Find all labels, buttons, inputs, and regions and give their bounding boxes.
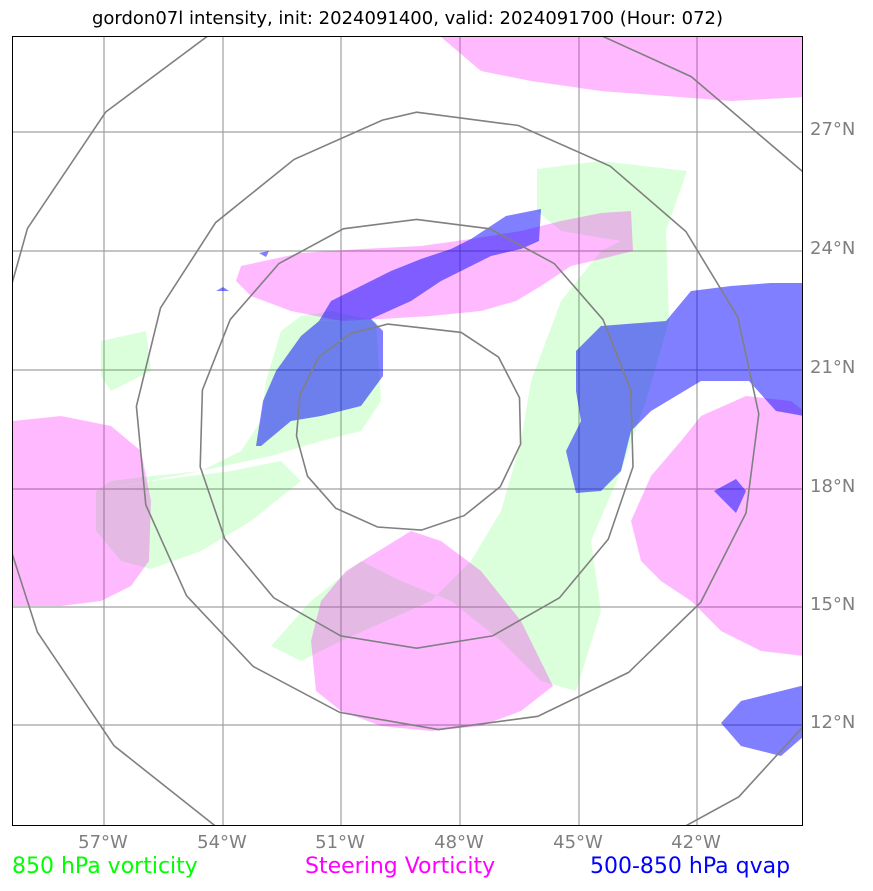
lon-label-45w: 45°W [553, 832, 603, 853]
lon-label-51w: 51°W [315, 832, 365, 853]
lat-label-12n: 12°N [810, 712, 856, 733]
lat-label-24n: 24°N [810, 238, 856, 259]
lon-label-42w: 42°W [671, 832, 721, 853]
lon-label-48w: 48°W [434, 832, 484, 853]
range-rings [13, 37, 802, 825]
map-panel [12, 36, 803, 826]
legend-vorticity-850: 850 hPa vorticity [12, 854, 198, 879]
legend-steering-vorticity: Steering Vorticity [305, 854, 496, 879]
lon-label-54w: 54°W [197, 832, 247, 853]
lat-label-27n: 27°N [810, 119, 856, 140]
map-canvas [13, 37, 802, 825]
lat-label-21n: 21°N [810, 357, 856, 378]
lon-label-57w: 57°W [78, 832, 128, 853]
lat-label-15n: 15°N [810, 594, 856, 615]
legend-qvap-500-850: 500-850 hPa qvap [590, 854, 791, 879]
lat-label-18n: 18°N [810, 476, 856, 497]
qvap-500-850-field [216, 209, 802, 756]
map-title: gordon07l intensity, init: 2024091400, v… [91, 8, 724, 29]
